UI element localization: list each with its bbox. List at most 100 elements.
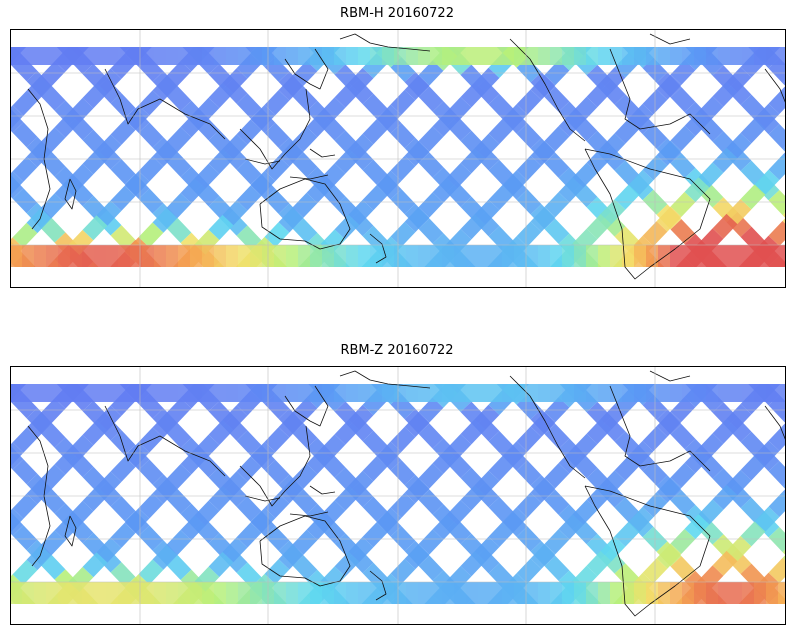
orbit-swath-segment [68,163,94,189]
orbit-swath-segment [40,217,66,243]
latitude-band-cell [682,245,694,267]
latitude-band-cell [250,582,262,604]
orbit-swath-segment [768,220,786,246]
orbit-swath-segment [12,559,38,585]
map-panel-rbm-h [10,29,786,288]
latitude-band-cell [46,245,58,267]
latitude-band-cell [670,47,682,65]
orbit-swath-segment [208,551,234,577]
orbit-swath-segment [306,449,332,475]
latitude-band-cell [418,245,430,267]
latitude-band-cell [730,245,742,267]
orbit-swath-segment [194,434,220,460]
orbit-swath-segment [768,124,786,150]
latitude-band-cell [550,582,562,604]
latitude-band-cell [538,384,550,402]
orbit-swath-segment [236,496,262,522]
latitude-band-cell [82,582,94,604]
orbit-swath-segment [656,206,682,232]
orbit-swath-segment [306,112,332,138]
orbit-swath-segment [684,111,710,137]
latitude-band-cell [154,384,166,402]
latitude-band-cell [526,384,538,402]
latitude-band-cell [622,47,634,65]
orbit-swath-segment [138,493,164,519]
orbit-swath-segment [474,67,500,93]
latitude-band-cell [766,245,778,267]
orbit-swath-segment [390,558,416,584]
orbit-swath-segment [474,470,500,496]
latitude-band-cell [322,245,334,267]
latitude-band-cell [694,582,706,604]
latitude-band-cell [82,245,94,267]
coastline [584,148,711,280]
orbit-swath-segment [614,160,640,186]
latitude-band-cell [370,582,382,604]
latitude-band-cell [658,47,670,65]
latitude-band-cell [694,384,706,402]
orbit-swath-segment [670,191,696,217]
gridlines [10,366,786,625]
orbit-swath-segment [334,82,360,108]
orbit-swath-segment [726,67,752,93]
latitude-band-cell [754,384,766,402]
orbit-swath-segment [12,90,38,116]
orbit-swath-segment [460,214,486,240]
orbit-swath-segment [488,563,514,589]
orbit-swath-segment [40,127,66,153]
latitude-band-cell [634,384,646,402]
orbit-swath-segment [670,490,696,516]
orbit-swath-segment [110,562,136,588]
latitude-band-cell [274,582,286,604]
orbit-swath-segment [656,411,682,437]
orbit-swath-segment [628,103,654,129]
orbit-swath-segment [740,226,766,252]
latitude-band-cell [466,245,478,267]
orbit-swath-segment [530,543,556,569]
orbit-swath-segment [488,94,514,120]
orbit-swath-segment [670,87,696,113]
latitude-band-cell [298,582,310,604]
orbit-swath-segment [432,514,458,540]
orbit-swath-segment [278,412,304,438]
orbit-swath-segment [110,522,136,548]
orbit-swath-segment [26,413,52,439]
latitude-band-cell [442,384,454,402]
latitude-band-cell [250,384,262,402]
orbit-swath-segment [306,178,332,204]
orbit-swath-segment [726,199,752,225]
orbit-swath-segment [754,169,780,195]
latitude-band-cell [370,384,382,402]
orbit-swath-segment [166,422,192,448]
orbit-swath-segment [404,478,430,504]
orbit-swath-segment [544,463,570,489]
latitude-band-cell [142,245,154,267]
orbit-swath-segment [320,163,346,189]
orbit-swath-segment [740,160,766,186]
coastline [244,495,281,502]
latitude-band-cell [634,245,646,267]
latitude-band-cell [106,582,118,604]
latitude-band-cell [586,47,598,65]
latitude-band-cell [58,47,70,65]
orbit-swath-segment [26,76,52,102]
latitude-band-cell [634,47,646,65]
orbit-swath-segment [362,522,388,548]
orbit-swath-segment [138,222,164,248]
latitude-band-cell [610,47,622,65]
coastline [369,570,387,601]
orbit-swath-segment [656,74,682,100]
latitude-band-cell [118,47,130,65]
orbit-swath-segment [502,441,528,467]
latitude-band-cell [22,384,34,402]
orbit-swath-segment [138,156,164,182]
orbit-swath-segment [768,461,786,487]
orbit-swath-segment [292,555,318,581]
orbit-swath-segment [670,219,696,245]
orbit-swath-segment [54,449,80,475]
orbit-swath-segment [474,404,500,430]
orbit-swath-segment [460,148,486,174]
latitude-band-cell [454,47,466,65]
latitude-band-cell [766,582,778,604]
orbit-swath-segment [488,160,514,186]
